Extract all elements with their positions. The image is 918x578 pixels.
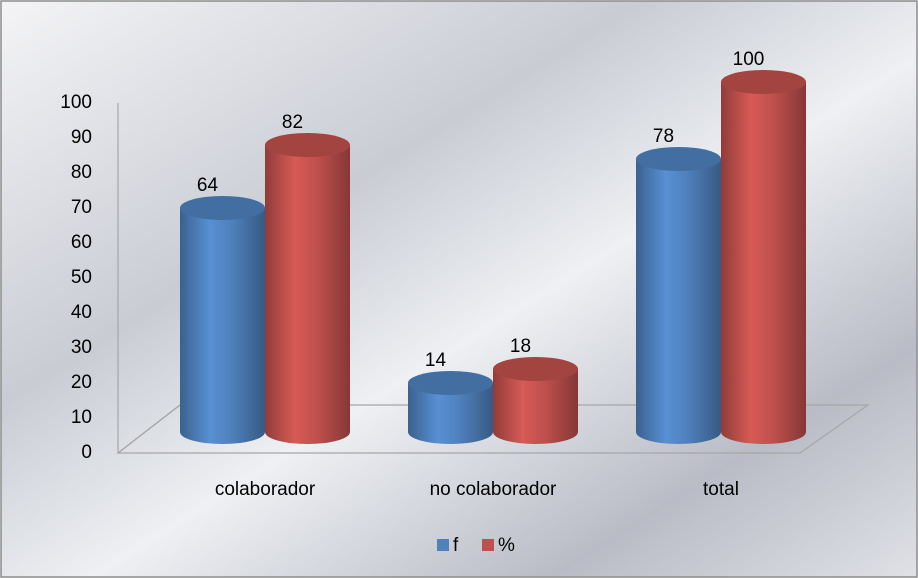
data-label: 14 <box>425 350 447 371</box>
cylinder-top <box>265 133 350 157</box>
legend-label: f <box>453 535 459 556</box>
y-tick-label: 10 <box>71 407 92 428</box>
cylinder-top <box>408 371 493 395</box>
x-tick-label: total <box>703 479 739 500</box>
y-tick-label: 70 <box>71 197 92 218</box>
y-tick-label: 90 <box>71 127 92 148</box>
floor-edge <box>117 404 181 454</box>
data-label: 100 <box>733 49 765 70</box>
cylinder-body <box>493 369 578 444</box>
y-tick-label: 20 <box>71 372 92 393</box>
y-tick-label: 30 <box>71 337 92 358</box>
cylinder-top <box>721 70 806 94</box>
data-label: 18 <box>510 336 531 357</box>
cylinder-body <box>408 383 493 444</box>
cylinder-top <box>180 196 265 220</box>
y-tick-label: 50 <box>71 267 92 288</box>
data-label: 78 <box>653 126 674 147</box>
y-tick-label: 60 <box>71 232 92 253</box>
legend-swatch <box>482 539 494 551</box>
data-label: 64 <box>197 175 219 196</box>
y-tick-label: 40 <box>71 302 92 323</box>
cylinder-body <box>636 159 721 444</box>
cylinder-body <box>265 145 350 444</box>
y-tick-label: 100 <box>60 92 92 113</box>
legend-label: % <box>498 535 515 556</box>
y-tick-label: 80 <box>71 162 92 183</box>
legend-swatch <box>437 539 449 551</box>
x-tick-label: colaborador <box>215 479 316 500</box>
data-label: 82 <box>282 112 303 133</box>
x-tick-label: no colaborador <box>430 479 557 500</box>
y-tick-label: 0 <box>81 442 92 463</box>
cylinder-body <box>180 208 265 444</box>
cylinder-top <box>636 147 721 171</box>
cylinder-body <box>721 82 806 444</box>
cylinder-top <box>493 357 578 381</box>
